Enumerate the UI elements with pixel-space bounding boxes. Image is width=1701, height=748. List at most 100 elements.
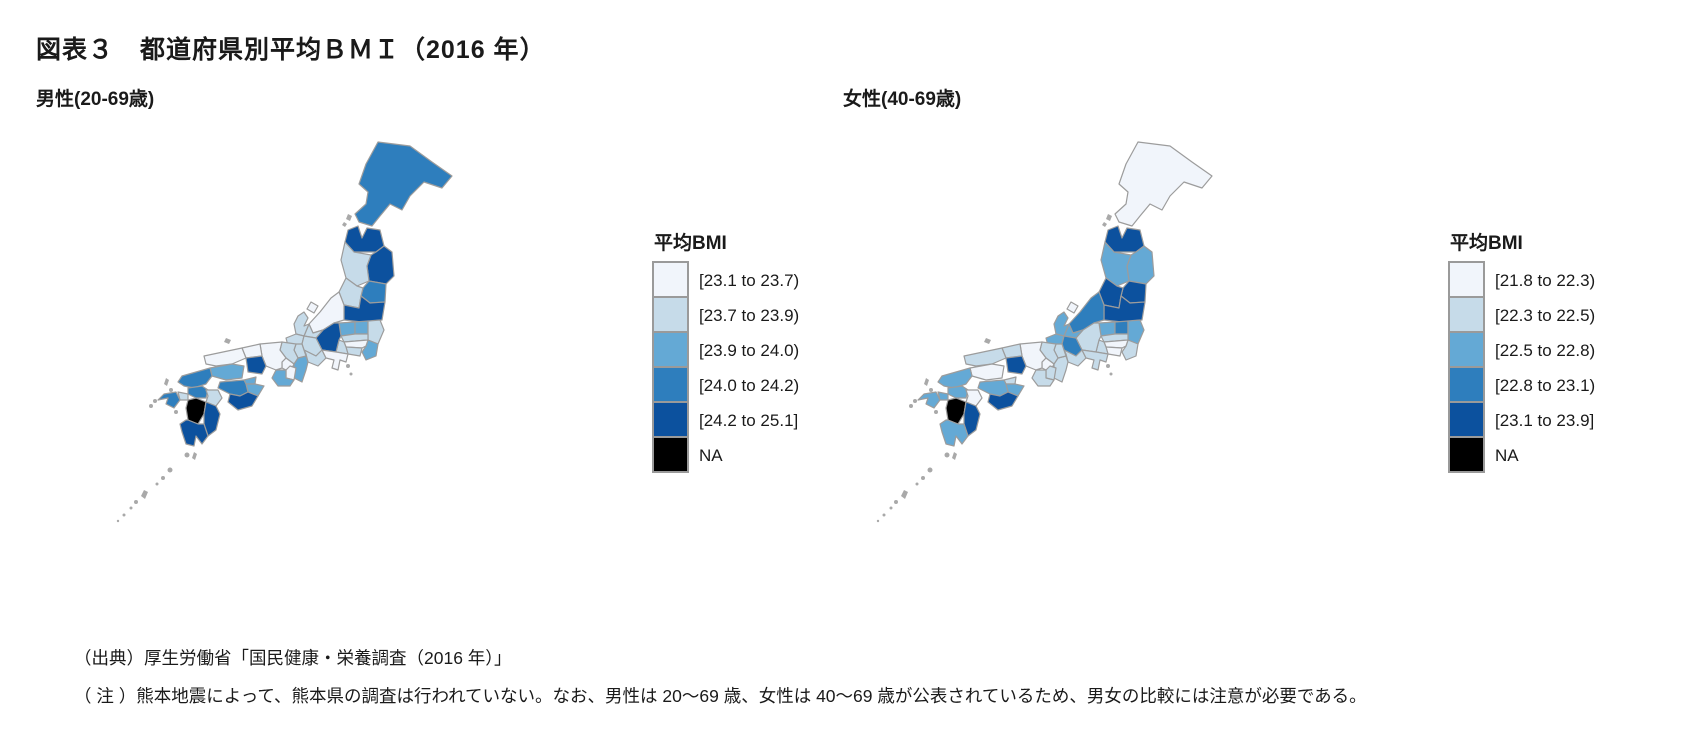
prefecture-hokkaido	[354, 141, 453, 227]
minor-island	[1102, 222, 1107, 227]
legend-item: [23.9 to 24.0)	[652, 331, 902, 368]
prefecture-nagasaki	[917, 391, 941, 409]
minor-island	[349, 372, 353, 376]
legend-item: [21.8 to 22.3)	[1448, 261, 1698, 298]
prefecture-wakayama	[1031, 369, 1055, 387]
minor-island	[901, 490, 908, 499]
minor-island	[174, 410, 178, 414]
legend-label: [22.5 to 22.8)	[1495, 340, 1596, 360]
legend-label: [22.8 to 23.1)	[1495, 375, 1596, 395]
prefecture-sado	[306, 301, 319, 314]
legend-item: [22.8 to 23.1)	[1448, 366, 1698, 403]
legend-label: NA	[1495, 445, 1519, 465]
minor-island	[882, 513, 886, 517]
legend-swatch	[1448, 261, 1485, 298]
legend-rows-female: [21.8 to 22.3) [22.3 to 22.5) [22.5 to 22.…	[1448, 261, 1698, 473]
minor-island	[129, 506, 133, 510]
legend-item: [24.0 to 24.2)	[652, 366, 902, 403]
choropleth-map-male	[60, 118, 590, 538]
legend-label: [24.2 to 25.1]	[699, 410, 799, 430]
prefecture-fukuoka	[947, 385, 969, 399]
prefecture-okayama	[245, 355, 267, 375]
legend-item: [24.2 to 25.1]	[652, 401, 902, 438]
minor-island	[924, 378, 929, 386]
minor-island	[134, 500, 138, 504]
minor-island	[915, 482, 919, 486]
prefecture-fukushima	[343, 295, 386, 323]
legend-swatch	[652, 331, 689, 368]
minor-island	[184, 452, 190, 458]
legend-male: 平均BMI [23.1 to 23.7) [23.7 to 23.9) [23.9 …	[652, 228, 902, 473]
prefecture-kagoshima	[939, 419, 969, 447]
legend-label: [23.1 to 23.9]	[1495, 410, 1595, 430]
minor-island	[894, 500, 898, 504]
minor-island	[342, 222, 347, 227]
note-source: （出典）厚生労働省「国民健康・栄養調査（2016 年）」	[74, 648, 512, 668]
prefecture-tochigi	[1114, 320, 1129, 335]
legend-title-male: 平均BMI	[654, 233, 727, 254]
minor-island	[122, 513, 126, 517]
subtitle-female: 女性(40-69歳)	[843, 89, 962, 110]
legend-swatch	[652, 436, 689, 473]
prefecture-okayama	[1005, 355, 1027, 375]
minor-island	[161, 476, 165, 480]
legend-item: [23.7 to 23.9)	[652, 296, 902, 333]
minor-island	[153, 399, 157, 403]
prefecture-fukushima	[1103, 295, 1146, 323]
legend-item: NA	[1448, 436, 1698, 473]
prefecture-ishikawa	[1053, 311, 1070, 337]
prefecture-shimane	[203, 347, 247, 367]
japan-map-male-svg	[116, 141, 453, 523]
minor-island	[876, 519, 880, 523]
legend-title-female: 平均BMI	[1450, 233, 1523, 254]
prefecture-mie	[293, 355, 309, 383]
minor-island	[1109, 372, 1113, 376]
legend-label: [22.3 to 22.5)	[1495, 305, 1596, 325]
legend-item: NA	[652, 436, 902, 473]
figure-title: 図表３ 都道府県別平均ＢＭＩ（2016 年）	[36, 36, 546, 64]
prefecture-tochigi	[354, 320, 369, 335]
legend-item: [22.5 to 22.8)	[1448, 331, 1698, 368]
prefecture-hokkaido	[1114, 141, 1213, 227]
legend-label: [24.0 to 24.2)	[699, 375, 800, 395]
minor-island	[952, 452, 957, 460]
prefecture-kagoshima	[179, 419, 209, 447]
minor-island	[984, 338, 991, 344]
minor-island	[1106, 364, 1110, 368]
prefecture-kochi	[227, 391, 259, 411]
legend-swatch	[1448, 401, 1485, 438]
legend-swatch	[652, 261, 689, 298]
minor-island	[167, 467, 173, 473]
minor-island	[909, 404, 913, 408]
minor-island	[929, 388, 933, 392]
legend-label: [23.7 to 23.9)	[699, 305, 800, 325]
legend-item: [23.1 to 23.9]	[1448, 401, 1698, 438]
legend-swatch	[652, 401, 689, 438]
legend-label: NA	[699, 445, 723, 465]
legend-label: [23.1 to 23.7)	[699, 270, 800, 290]
legend-item: [23.1 to 23.7)	[652, 261, 902, 298]
legend-swatch	[1448, 296, 1485, 333]
minor-island	[934, 410, 938, 414]
prefecture-kumamoto	[185, 397, 207, 425]
choropleth-map-female	[820, 118, 1350, 538]
prefecture-sado	[1066, 301, 1079, 314]
prefecture-wakayama	[271, 369, 295, 387]
prefecture-kochi	[987, 391, 1019, 411]
minor-island	[169, 388, 173, 392]
legend-label: [21.8 to 22.3)	[1495, 270, 1596, 290]
legend-swatch	[652, 296, 689, 333]
minor-island	[346, 214, 352, 221]
legend-rows-male: [23.1 to 23.7) [23.7 to 23.9) [23.9 to 24.…	[652, 261, 902, 473]
legend-female: 平均BMI [21.8 to 22.3) [22.3 to 22.5) [22.5 …	[1448, 228, 1698, 473]
minor-island	[944, 452, 950, 458]
minor-island	[116, 519, 120, 523]
prefecture-shizuoka	[1081, 349, 1109, 371]
legend-swatch	[1448, 366, 1485, 403]
legend-item: [22.3 to 22.5)	[1448, 296, 1698, 333]
minor-island	[192, 452, 197, 460]
minor-island	[224, 338, 231, 344]
japan-map-female-svg	[876, 141, 1213, 523]
legend-label: [23.9 to 24.0)	[699, 340, 800, 360]
minor-island	[921, 476, 925, 480]
